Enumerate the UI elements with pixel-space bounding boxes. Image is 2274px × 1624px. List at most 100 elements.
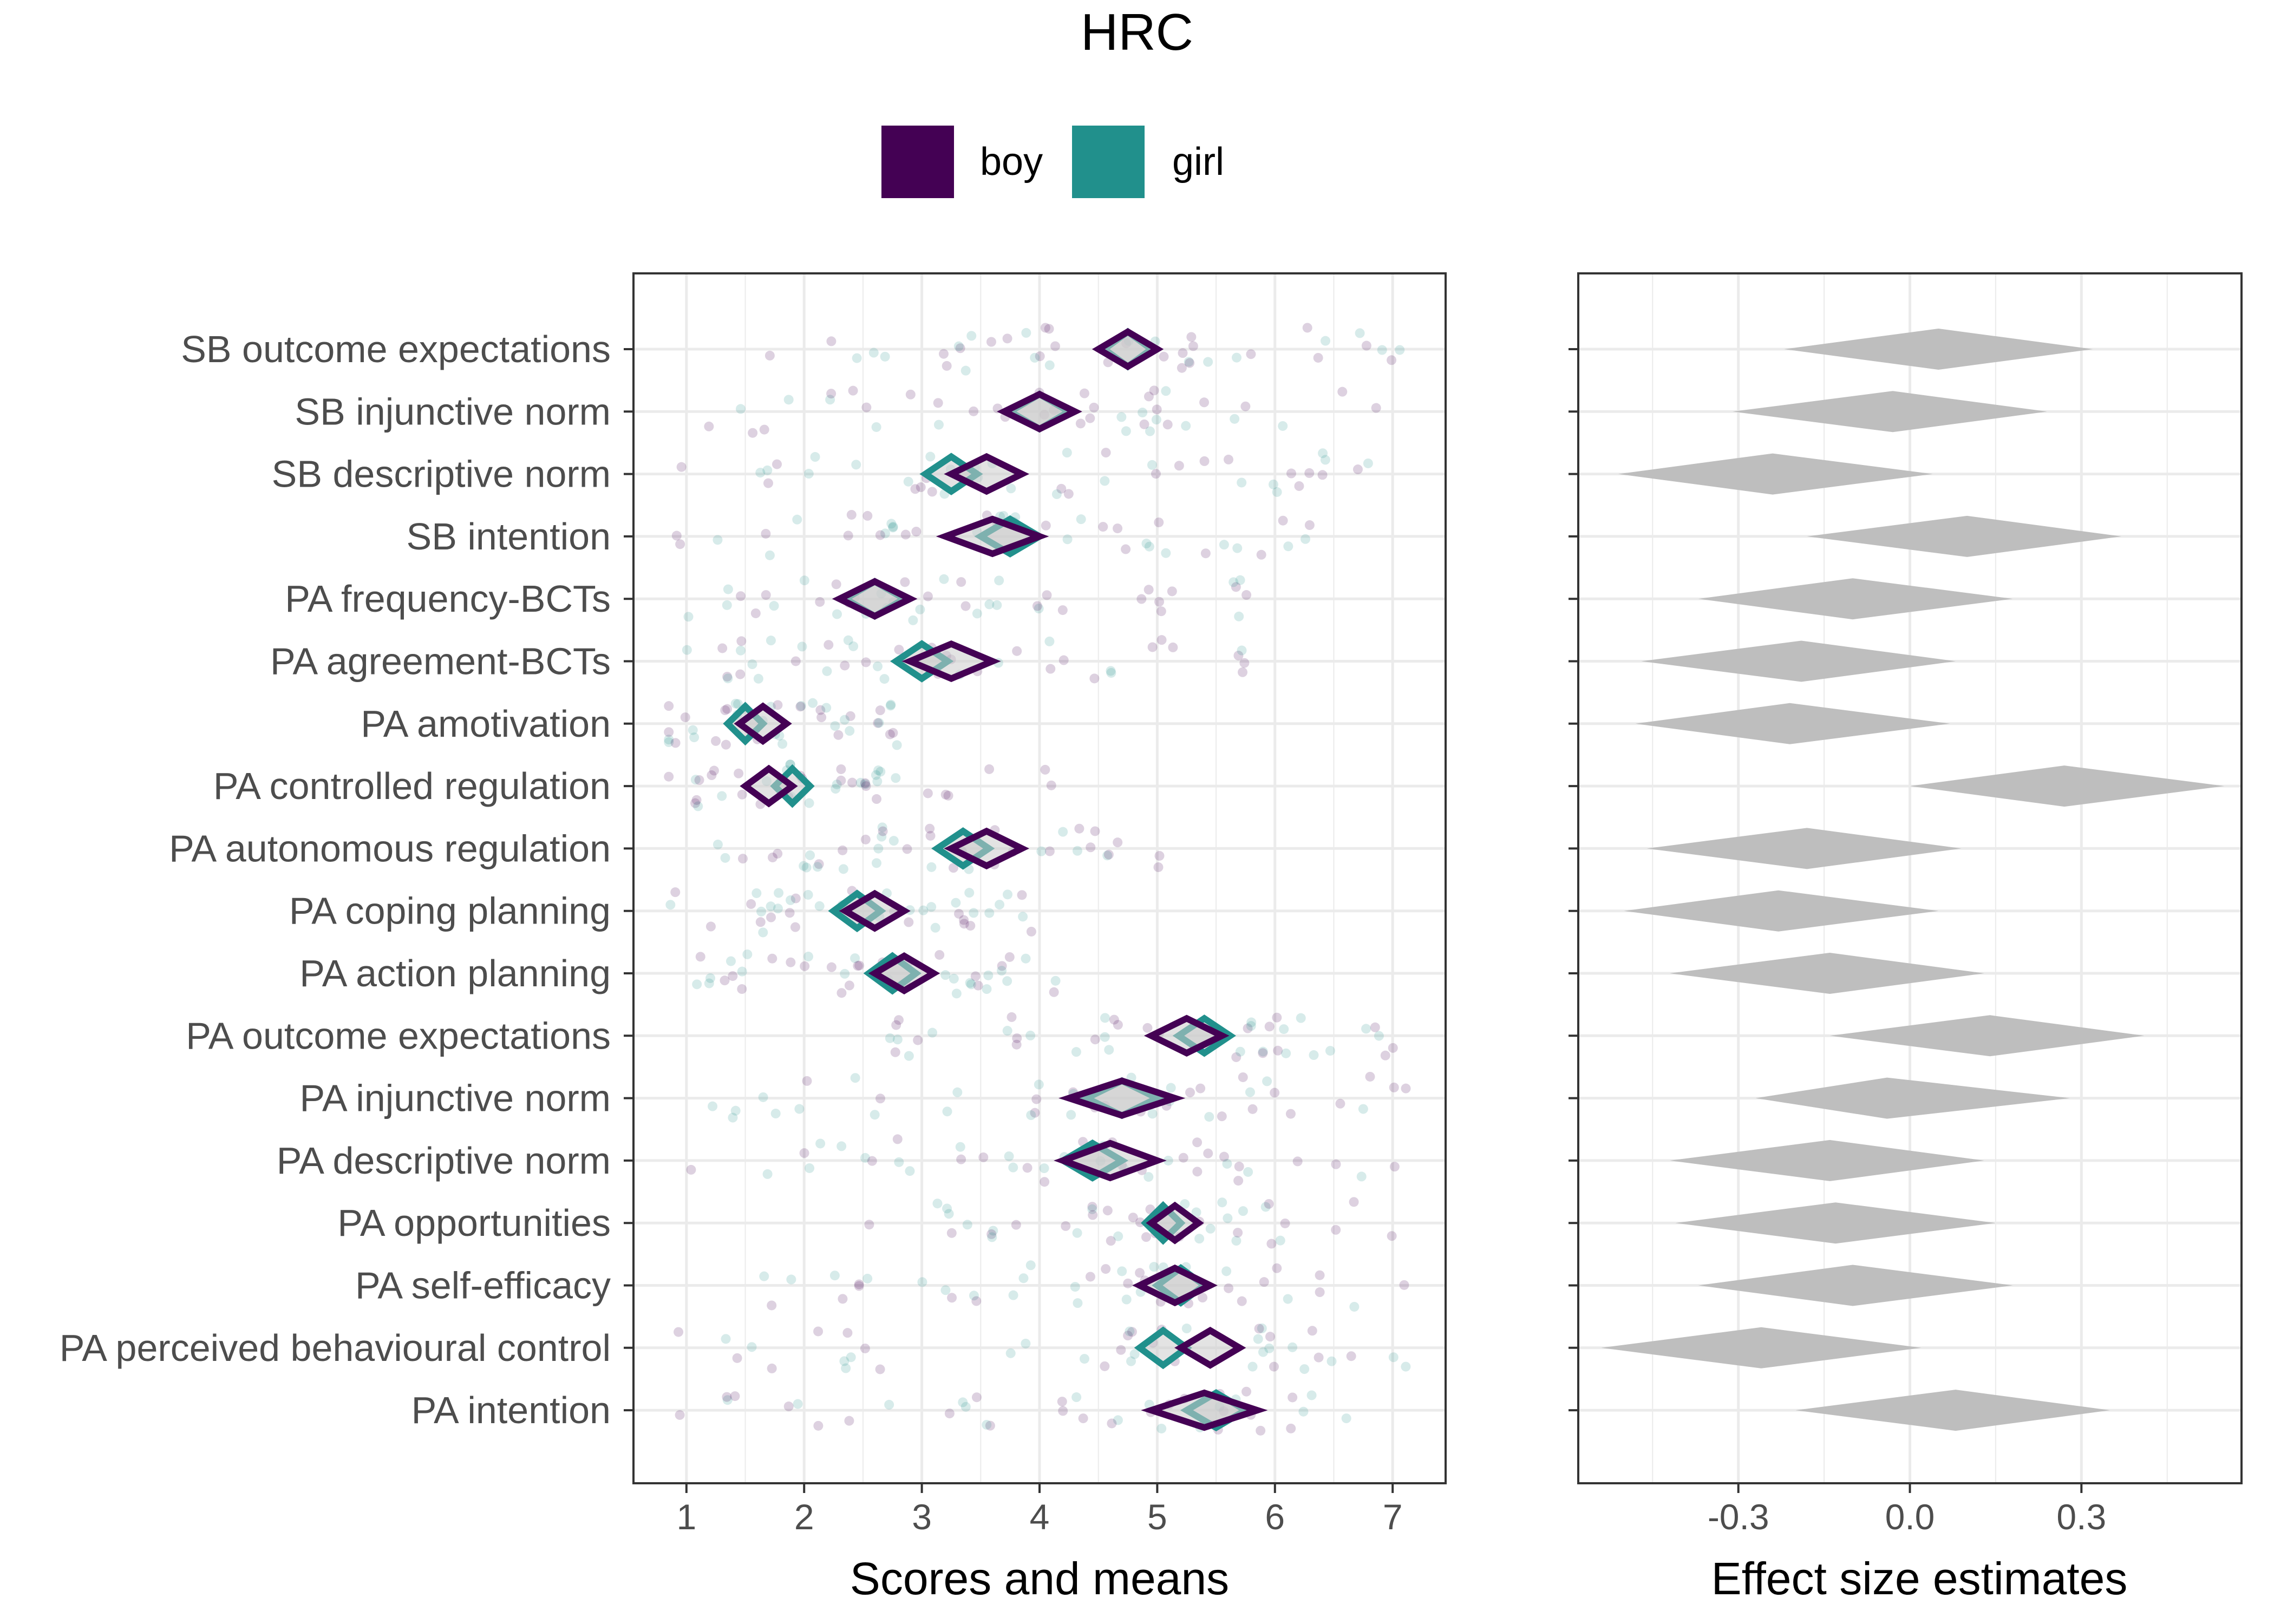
raw-data-point [1288,1392,1298,1403]
raw-data-point [722,704,733,714]
raw-data-point [860,779,871,789]
raw-data-point [1045,664,1056,674]
raw-data-point [1156,635,1167,645]
raw-data-point [987,1232,997,1242]
raw-data-point [674,1327,684,1337]
raw-data-point [1269,1361,1279,1372]
raw-data-point [854,1281,864,1291]
raw-data-point [875,1364,885,1374]
raw-data-point [902,844,912,854]
raw-data-point [1087,1204,1097,1214]
mean-diamond-boy [734,702,792,745]
effect-size-diamond [1675,1202,1996,1244]
raw-data-point [726,956,736,966]
category-label: PA descriptive norm [277,1140,611,1182]
raw-data-point [1044,636,1055,646]
effect-size-diamond [1910,765,2225,807]
effect-axis-title: Effect size estimates [1711,1553,2128,1604]
raw-data-point [942,1106,952,1117]
raw-data-point [704,421,714,431]
raw-data-point [1265,1332,1275,1342]
raw-data-point [1011,1220,1021,1230]
raw-data-point [905,389,916,400]
category-label: SB injunctive norm [295,390,611,433]
raw-data-point [1256,1425,1266,1436]
raw-data-point [769,601,779,611]
raw-data-point [948,863,958,873]
raw-data-point [982,984,992,994]
raw-data-point [1113,1020,1123,1030]
category-label: PA frequency-BCTs [285,578,611,620]
raw-data-point [1121,544,1131,554]
raw-data-point [846,1352,856,1363]
raw-data-point [1136,594,1147,604]
raw-data-point [1061,1221,1071,1231]
raw-data-point [1245,1087,1255,1097]
raw-data-point [1253,1334,1263,1344]
raw-data-point [1177,363,1187,373]
raw-data-point [1012,1033,1022,1043]
raw-data-point [840,968,850,979]
raw-data-point [1030,352,1040,363]
raw-data-point [871,422,881,432]
raw-data-point [1011,1039,1022,1050]
raw-data-point [868,348,879,358]
raw-data-point [1036,846,1047,856]
raw-data-point [1304,520,1315,531]
raw-data-point [884,1399,894,1410]
raw-data-point [773,700,783,710]
mean-diamond-boy [944,827,1030,870]
raw-data-point [759,424,769,435]
raw-data-point [985,1420,995,1431]
raw-data-point [1235,575,1245,585]
raw-data-point [813,1326,824,1337]
raw-data-point [943,790,953,801]
raw-data-point [1102,850,1113,861]
raw-data-point [918,905,929,915]
raw-data-point [983,970,994,980]
raw-data-point [832,780,842,790]
raw-data-point [825,395,835,405]
raw-data-point [1234,1161,1244,1171]
raw-data-point [1258,1048,1268,1058]
raw-data-point [774,888,784,898]
raw-data-point [944,1209,954,1219]
raw-data-point [1259,1277,1269,1287]
raw-data-point [1388,1352,1399,1363]
raw-data-point [723,584,733,594]
mean-diamond-boy [901,640,1001,683]
raw-data-point [888,521,898,532]
raw-data-point [1272,1012,1282,1023]
raw-data-point [732,1353,742,1363]
raw-data-point [1238,1072,1248,1082]
raw-data-point [1057,605,1068,615]
raw-data-point [871,858,881,868]
raw-data-point [1401,1361,1411,1372]
raw-data-point [1239,658,1250,668]
mean-diamond-boy [1132,1264,1218,1307]
raw-data-point [1032,601,1042,611]
raw-data-point [1042,590,1052,600]
raw-data-point [1098,522,1108,532]
raw-data-point [1377,345,1387,355]
raw-data-point [861,402,872,412]
raw-data-point [932,1199,943,1209]
raw-data-point [1395,345,1405,355]
raw-data-point [877,831,887,842]
raw-data-point [1058,1406,1068,1416]
raw-data-point [1296,1013,1306,1023]
category-label: PA action planning [299,952,611,994]
raw-data-point [1040,323,1050,333]
raw-data-point [853,961,863,971]
effect-size-diamond [1601,1327,1922,1368]
raw-data-point [1106,667,1116,678]
raw-data-point [1153,862,1164,872]
raw-data-point [801,862,812,873]
raw-data-point [847,777,858,788]
raw-data-point [1116,412,1127,422]
raw-data-point [1260,1202,1271,1212]
raw-data-point [1078,1413,1088,1424]
raw-data-point [664,727,674,737]
raw-data-point [960,365,971,376]
